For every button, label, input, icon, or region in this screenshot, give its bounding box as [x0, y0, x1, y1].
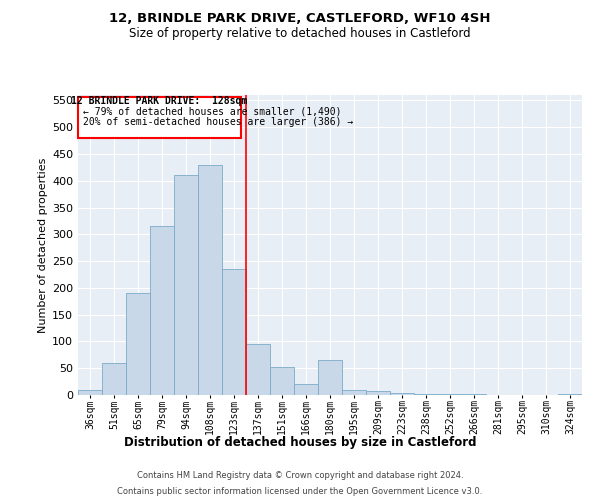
Text: 12, BRINDLE PARK DRIVE, CASTLEFORD, WF10 4SH: 12, BRINDLE PARK DRIVE, CASTLEFORD, WF10… [109, 12, 491, 26]
Bar [270, 366, 294, 395]
Bar [366, 391, 390, 395]
Bar [438, 394, 462, 395]
Bar [462, 394, 486, 395]
Bar [246, 344, 270, 395]
Text: Contains public sector information licensed under the Open Government Licence v3: Contains public sector information licen… [118, 486, 482, 496]
Text: Contains HM Land Registry data © Crown copyright and database right 2024.: Contains HM Land Registry data © Crown c… [137, 472, 463, 480]
Text: Size of property relative to detached houses in Castleford: Size of property relative to detached ho… [129, 28, 471, 40]
Bar [390, 393, 414, 395]
FancyBboxPatch shape [78, 97, 241, 138]
Y-axis label: Number of detached properties: Number of detached properties [38, 158, 48, 332]
Text: 20% of semi-detached houses are larger (386) →: 20% of semi-detached houses are larger (… [83, 117, 353, 127]
Text: Distribution of detached houses by size in Castleford: Distribution of detached houses by size … [124, 436, 476, 449]
Text: 12 BRINDLE PARK DRIVE:  128sqm: 12 BRINDLE PARK DRIVE: 128sqm [71, 96, 248, 106]
Text: ← 79% of detached houses are smaller (1,490): ← 79% of detached houses are smaller (1,… [83, 106, 341, 116]
Bar [342, 390, 366, 395]
Bar [78, 390, 102, 395]
Bar [222, 269, 246, 395]
Bar [294, 384, 318, 395]
Bar [126, 293, 150, 395]
Bar [150, 226, 174, 395]
Bar [558, 394, 582, 395]
Bar [318, 360, 342, 395]
Bar [198, 164, 222, 395]
Bar [102, 363, 126, 395]
Bar [174, 176, 198, 395]
Bar [414, 394, 438, 395]
